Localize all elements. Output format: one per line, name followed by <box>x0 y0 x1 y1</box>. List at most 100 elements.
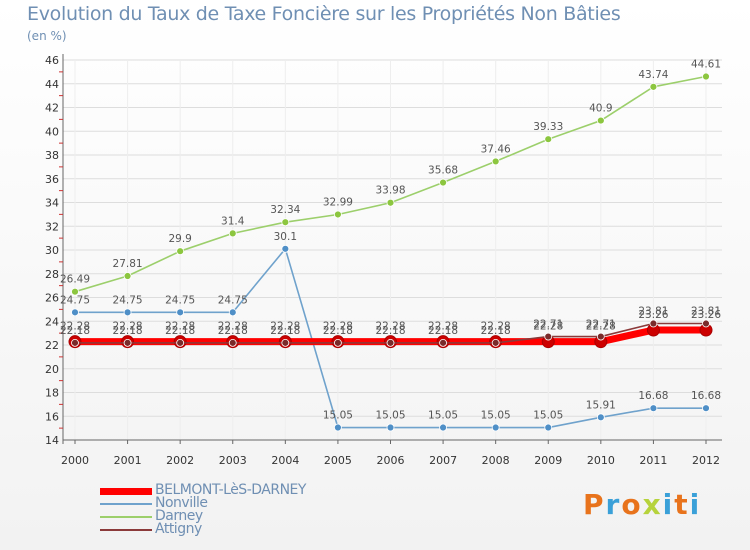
data-label: 22.28 <box>270 321 300 333</box>
data-label: 22.18 <box>323 325 353 337</box>
data-label: 16.68 <box>691 390 721 402</box>
y-tick-label: 32 <box>45 220 59 233</box>
y-tick-label: 28 <box>45 268 59 281</box>
y-tick-label: 18 <box>45 387 59 400</box>
logo-letter: x <box>642 488 663 521</box>
legend-label: BELMONT-LèS-DARNEY <box>155 482 306 498</box>
data-label: 22.18 <box>375 325 405 337</box>
data-label: 30.1 <box>274 231 297 243</box>
data-label: 22.18 <box>270 325 300 337</box>
y-tick-label: 20 <box>45 363 59 376</box>
data-label: 22.18 <box>165 325 195 337</box>
data-point <box>281 244 290 253</box>
data-label: 31.4 <box>221 215 245 227</box>
data-point <box>544 135 553 144</box>
x-tick-label: 2004 <box>271 454 299 467</box>
data-label: 29.9 <box>168 233 191 245</box>
data-label: 39.33 <box>533 121 563 133</box>
x-tick-label: 2001 <box>114 454 142 467</box>
legend-label: Attigny <box>155 521 202 537</box>
data-point <box>386 198 395 207</box>
data-label: 27.81 <box>113 258 143 270</box>
legend-label: Darney <box>155 508 203 524</box>
y-tick-label: 40 <box>45 125 59 138</box>
data-label: 23.26 <box>691 309 721 321</box>
data-label: 15.05 <box>428 410 458 422</box>
logo-letter: P <box>583 488 606 521</box>
data-label: 15.05 <box>481 410 511 422</box>
data-label: 22.28 <box>113 321 143 333</box>
data-label: 22.28 <box>586 321 616 333</box>
data-point <box>334 210 342 219</box>
data-label: 16.68 <box>638 390 668 402</box>
y-tick-label: 34 <box>45 197 59 210</box>
data-point <box>491 423 500 432</box>
x-tick-label: 2011 <box>639 454 667 467</box>
data-label: 15.91 <box>586 399 616 411</box>
data-label: 24.75 <box>113 294 143 306</box>
data-label: 40.9 <box>589 103 612 115</box>
data-label: 22.28 <box>165 321 195 333</box>
data-label: 22.28 <box>218 321 248 333</box>
data-label: 22.71 <box>586 319 616 331</box>
x-tick-label: 2006 <box>377 454 405 467</box>
data-point <box>439 338 447 347</box>
data-label: 22.28 <box>481 321 511 333</box>
data-point <box>596 332 605 341</box>
data-label: 22.28 <box>533 321 563 333</box>
data-point <box>228 308 237 317</box>
logo-letter: i <box>689 488 702 521</box>
data-point <box>649 319 658 328</box>
data-point <box>123 308 132 317</box>
data-label: 23.26 <box>638 309 668 321</box>
data-label: 32.99 <box>323 196 353 208</box>
data-label: 22.28 <box>60 321 90 333</box>
data-label: 24.75 <box>60 294 90 306</box>
logo-letter: t <box>674 488 690 521</box>
x-tick-label: 2002 <box>166 454 194 467</box>
legend-label: Nonville <box>155 495 208 511</box>
data-point <box>281 218 290 227</box>
data-label: 22.18 <box>428 325 458 337</box>
data-label: 44.61 <box>691 59 721 71</box>
y-tick-label: 44 <box>45 78 59 91</box>
logo-letter: r <box>605 488 622 521</box>
x-tick-label: 2008 <box>482 454 510 467</box>
data-point <box>176 338 185 347</box>
axis-layer: 14 16 18 20 22 24 26 28 30 32 34 36 38 40 42 44 46 2000 20… <box>45 54 722 467</box>
logo-letter: o <box>621 488 643 521</box>
data-label: 15.05 <box>323 410 353 422</box>
data-point <box>596 116 605 125</box>
data-label: 22.18 <box>60 325 90 337</box>
x-tick-label: 2005 <box>324 454 352 467</box>
data-label: 23.81 <box>691 306 721 318</box>
data-point <box>439 178 447 187</box>
y-tick-label: 36 <box>45 173 59 186</box>
data-point <box>439 423 447 432</box>
y-tick-label: 38 <box>45 149 59 162</box>
chart-title: Evolution du Taux de Taxe Foncière sur l… <box>27 3 621 25</box>
x-tick-label: 2003 <box>219 454 247 467</box>
data-label: 22.18 <box>113 325 143 337</box>
data-point <box>228 338 237 347</box>
y-tick-label: 22 <box>45 339 59 352</box>
y-tick-label: 46 <box>45 54 59 67</box>
x-tick-label: 2010 <box>587 454 615 467</box>
data-point <box>334 338 342 347</box>
proxiti-logo: Proxiti <box>583 488 701 521</box>
data-label: 32.34 <box>270 204 300 216</box>
data-label: 22.18 <box>481 325 511 337</box>
y-tick-label: 14 <box>45 434 59 447</box>
data-label: 22.71 <box>533 319 563 331</box>
y-tick-label: 26 <box>45 292 59 305</box>
data-point <box>491 338 500 347</box>
data-label: 35.68 <box>428 165 458 177</box>
data-point <box>71 338 79 347</box>
x-tick-label: 2000 <box>61 454 89 467</box>
legend-swatch <box>100 516 152 518</box>
y-tick-label: 24 <box>45 315 59 328</box>
data-label: 43.74 <box>638 69 668 81</box>
x-tick-label: 2007 <box>429 454 457 467</box>
data-point <box>123 338 132 347</box>
